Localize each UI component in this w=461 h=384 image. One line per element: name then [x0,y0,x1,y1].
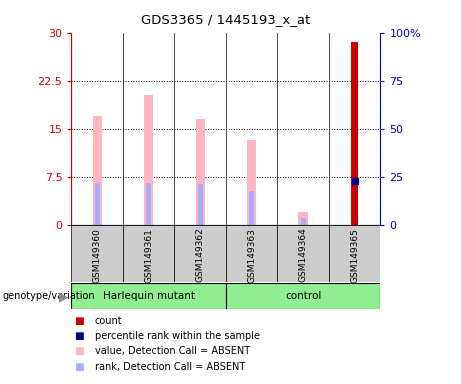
Text: ▶: ▶ [59,290,68,303]
Bar [226,283,380,309]
Bar [198,184,203,225]
Text: GSM149360: GSM149360 [93,228,102,283]
Text: rank, Detection Call = ABSENT: rank, Detection Call = ABSENT [95,362,245,372]
Bar [71,283,226,309]
Bar [226,225,278,282]
Bar [71,225,123,282]
Bar [329,225,380,282]
Bar [298,212,308,225]
Bar [144,95,154,225]
Text: ■: ■ [74,346,83,356]
Text: GSM149365: GSM149365 [350,228,359,283]
Bar [249,191,254,225]
Text: value, Detection Call = ABSENT: value, Detection Call = ABSENT [95,346,249,356]
Bar [93,116,102,225]
Bar [301,218,306,225]
Text: ■: ■ [74,362,83,372]
Bar [123,225,174,282]
Bar [146,183,151,225]
Text: GSM149361: GSM149361 [144,228,153,283]
Text: genotype/variation: genotype/variation [2,291,95,301]
Bar [195,119,205,225]
Text: GSM149363: GSM149363 [247,228,256,283]
Text: GSM149364: GSM149364 [299,228,307,282]
Text: percentile rank within the sample: percentile rank within the sample [95,331,260,341]
Bar [278,225,329,282]
Bar [247,140,256,225]
Bar [351,42,358,225]
Bar [174,225,226,282]
Bar [95,183,100,225]
Text: ■: ■ [74,316,83,326]
Text: GDS3365 / 1445193_x_at: GDS3365 / 1445193_x_at [141,13,311,26]
Text: GSM149362: GSM149362 [195,228,205,282]
Text: ■: ■ [74,331,83,341]
Text: control: control [285,291,321,301]
Text: Harlequin mutant: Harlequin mutant [103,291,195,301]
Text: count: count [95,316,122,326]
